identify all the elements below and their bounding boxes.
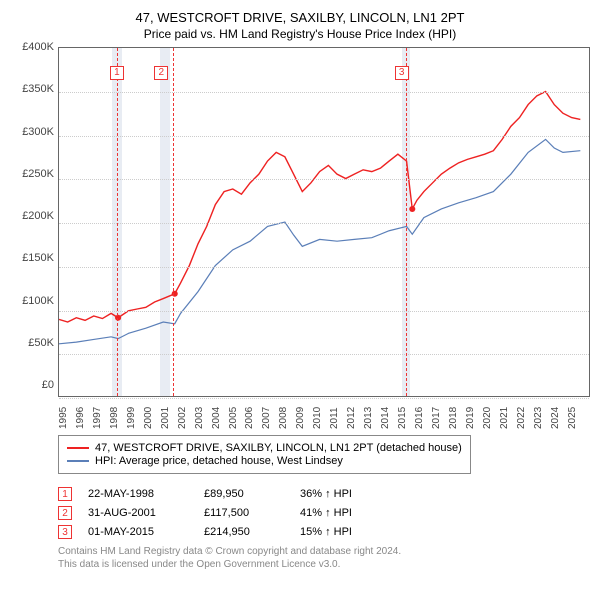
series-dot xyxy=(409,206,415,212)
event-index-box: 2 xyxy=(58,506,72,520)
chart-title: 47, WESTCROFT DRIVE, SAXILBY, LINCOLN, L… xyxy=(10,10,590,25)
event-marker: 3 xyxy=(395,66,409,80)
event-vline xyxy=(117,48,118,396)
event-date: 22-MAY-1998 xyxy=(88,488,188,500)
event-row: 2 31-AUG-2001 £117,500 41% ↑ HPI xyxy=(58,506,590,520)
event-marker: 2 xyxy=(154,66,168,80)
x-tick-label: 2002 xyxy=(177,399,188,429)
x-tick-label: 1997 xyxy=(92,399,103,429)
legend-row: HPI: Average price, detached house, West… xyxy=(67,455,462,467)
event-date: 01-MAY-2015 xyxy=(88,526,188,538)
line-layer xyxy=(59,48,589,396)
gridline xyxy=(59,223,589,224)
event-price: £214,950 xyxy=(204,526,284,538)
legend-label: HPI: Average price, detached house, West… xyxy=(95,455,343,467)
y-tick-label: £150K xyxy=(10,252,54,264)
x-tick-label: 1999 xyxy=(126,399,137,429)
plot-region: 1 2 3 xyxy=(58,47,590,397)
event-delta: 36% ↑ HPI xyxy=(300,488,352,500)
x-tick-label: 2013 xyxy=(363,399,374,429)
y-tick-label: £300K xyxy=(10,126,54,138)
event-vline xyxy=(406,48,407,396)
x-tick-label: 2025 xyxy=(567,399,578,429)
x-tick-label: 1998 xyxy=(109,399,120,429)
x-tick-label: 2022 xyxy=(516,399,527,429)
x-tick-label: 2019 xyxy=(465,399,476,429)
x-tick-label: 2024 xyxy=(550,399,561,429)
y-tick-label: £200K xyxy=(10,210,54,222)
y-tick-label: £50K xyxy=(10,337,54,349)
event-price: £117,500 xyxy=(204,507,284,519)
event-index-box: 3 xyxy=(58,525,72,539)
x-tick-label: 2007 xyxy=(261,399,272,429)
y-tick-label: £400K xyxy=(10,41,54,53)
event-vline xyxy=(173,48,174,396)
legend-swatch xyxy=(67,460,89,462)
x-tick-label: 2009 xyxy=(295,399,306,429)
y-axis-labels: £400K£350K£300K£250K£200K£150K£100K£50K£… xyxy=(10,47,58,397)
x-tick-label: 2006 xyxy=(244,399,255,429)
event-row: 1 22-MAY-1998 £89,950 36% ↑ HPI xyxy=(58,487,590,501)
x-tick-label: 2017 xyxy=(431,399,442,429)
x-tick-label: 2023 xyxy=(533,399,544,429)
event-price: £89,950 xyxy=(204,488,284,500)
x-tick-label: 2004 xyxy=(211,399,222,429)
x-tick-label: 2008 xyxy=(278,399,289,429)
legend-row: 47, WESTCROFT DRIVE, SAXILBY, LINCOLN, L… xyxy=(67,442,462,454)
x-tick-label: 2000 xyxy=(143,399,154,429)
legend-label: 47, WESTCROFT DRIVE, SAXILBY, LINCOLN, L… xyxy=(95,442,462,454)
x-axis-labels: 1995 1996 1997 1998 1999 2000 2001 2002 2003 2004… xyxy=(58,397,578,429)
gridline xyxy=(59,179,589,180)
gridline xyxy=(59,311,589,312)
event-delta: 41% ↑ HPI xyxy=(300,507,352,519)
chart-subtitle: Price paid vs. HM Land Registry's House … xyxy=(10,27,590,41)
x-tick-label: 2018 xyxy=(448,399,459,429)
footer-line: Contains HM Land Registry data © Crown c… xyxy=(58,545,590,558)
footer-line: This data is licensed under the Open Gov… xyxy=(58,558,590,571)
x-tick-label: 2021 xyxy=(499,399,510,429)
y-tick-label: £0 xyxy=(10,379,54,391)
x-tick-label: 2003 xyxy=(194,399,205,429)
x-tick-label: 2010 xyxy=(312,399,323,429)
event-date: 31-AUG-2001 xyxy=(88,507,188,519)
footer-attribution: Contains HM Land Registry data © Crown c… xyxy=(58,545,590,571)
event-index-box: 1 xyxy=(58,487,72,501)
x-tick-label: 2005 xyxy=(228,399,239,429)
chart-container: 47, WESTCROFT DRIVE, SAXILBY, LINCOLN, L… xyxy=(0,0,600,577)
gridline xyxy=(59,136,589,137)
y-tick-label: £350K xyxy=(10,83,54,95)
x-tick-label: 2016 xyxy=(414,399,425,429)
gridline xyxy=(59,92,589,93)
legend-swatch xyxy=(67,447,89,449)
legend-box: 47, WESTCROFT DRIVE, SAXILBY, LINCOLN, L… xyxy=(58,435,471,474)
x-tick-label: 1995 xyxy=(58,399,69,429)
y-tick-label: £250K xyxy=(10,168,54,180)
series-line-hpi xyxy=(59,139,580,343)
x-tick-label: 1996 xyxy=(75,399,86,429)
x-tick-label: 2020 xyxy=(482,399,493,429)
x-tick-label: 2001 xyxy=(160,399,171,429)
series-dot xyxy=(115,315,121,321)
events-table: 1 22-MAY-1998 £89,950 36% ↑ HPI 2 31-AUG-2001… xyxy=(58,487,590,539)
event-marker: 1 xyxy=(110,66,124,80)
gridline xyxy=(59,267,589,268)
event-row: 3 01-MAY-2015 £214,950 15% ↑ HPI xyxy=(58,525,590,539)
x-tick-label: 2011 xyxy=(329,399,340,429)
series-line-price_paid xyxy=(59,92,580,322)
x-tick-label: 2014 xyxy=(380,399,391,429)
x-tick-label: 2015 xyxy=(397,399,408,429)
y-tick-label: £100K xyxy=(10,295,54,307)
gridline xyxy=(59,354,589,355)
chart-area: £400K£350K£300K£250K£200K£150K£100K£50K£… xyxy=(10,47,590,397)
x-tick-label: 2012 xyxy=(346,399,357,429)
event-delta: 15% ↑ HPI xyxy=(300,526,352,538)
